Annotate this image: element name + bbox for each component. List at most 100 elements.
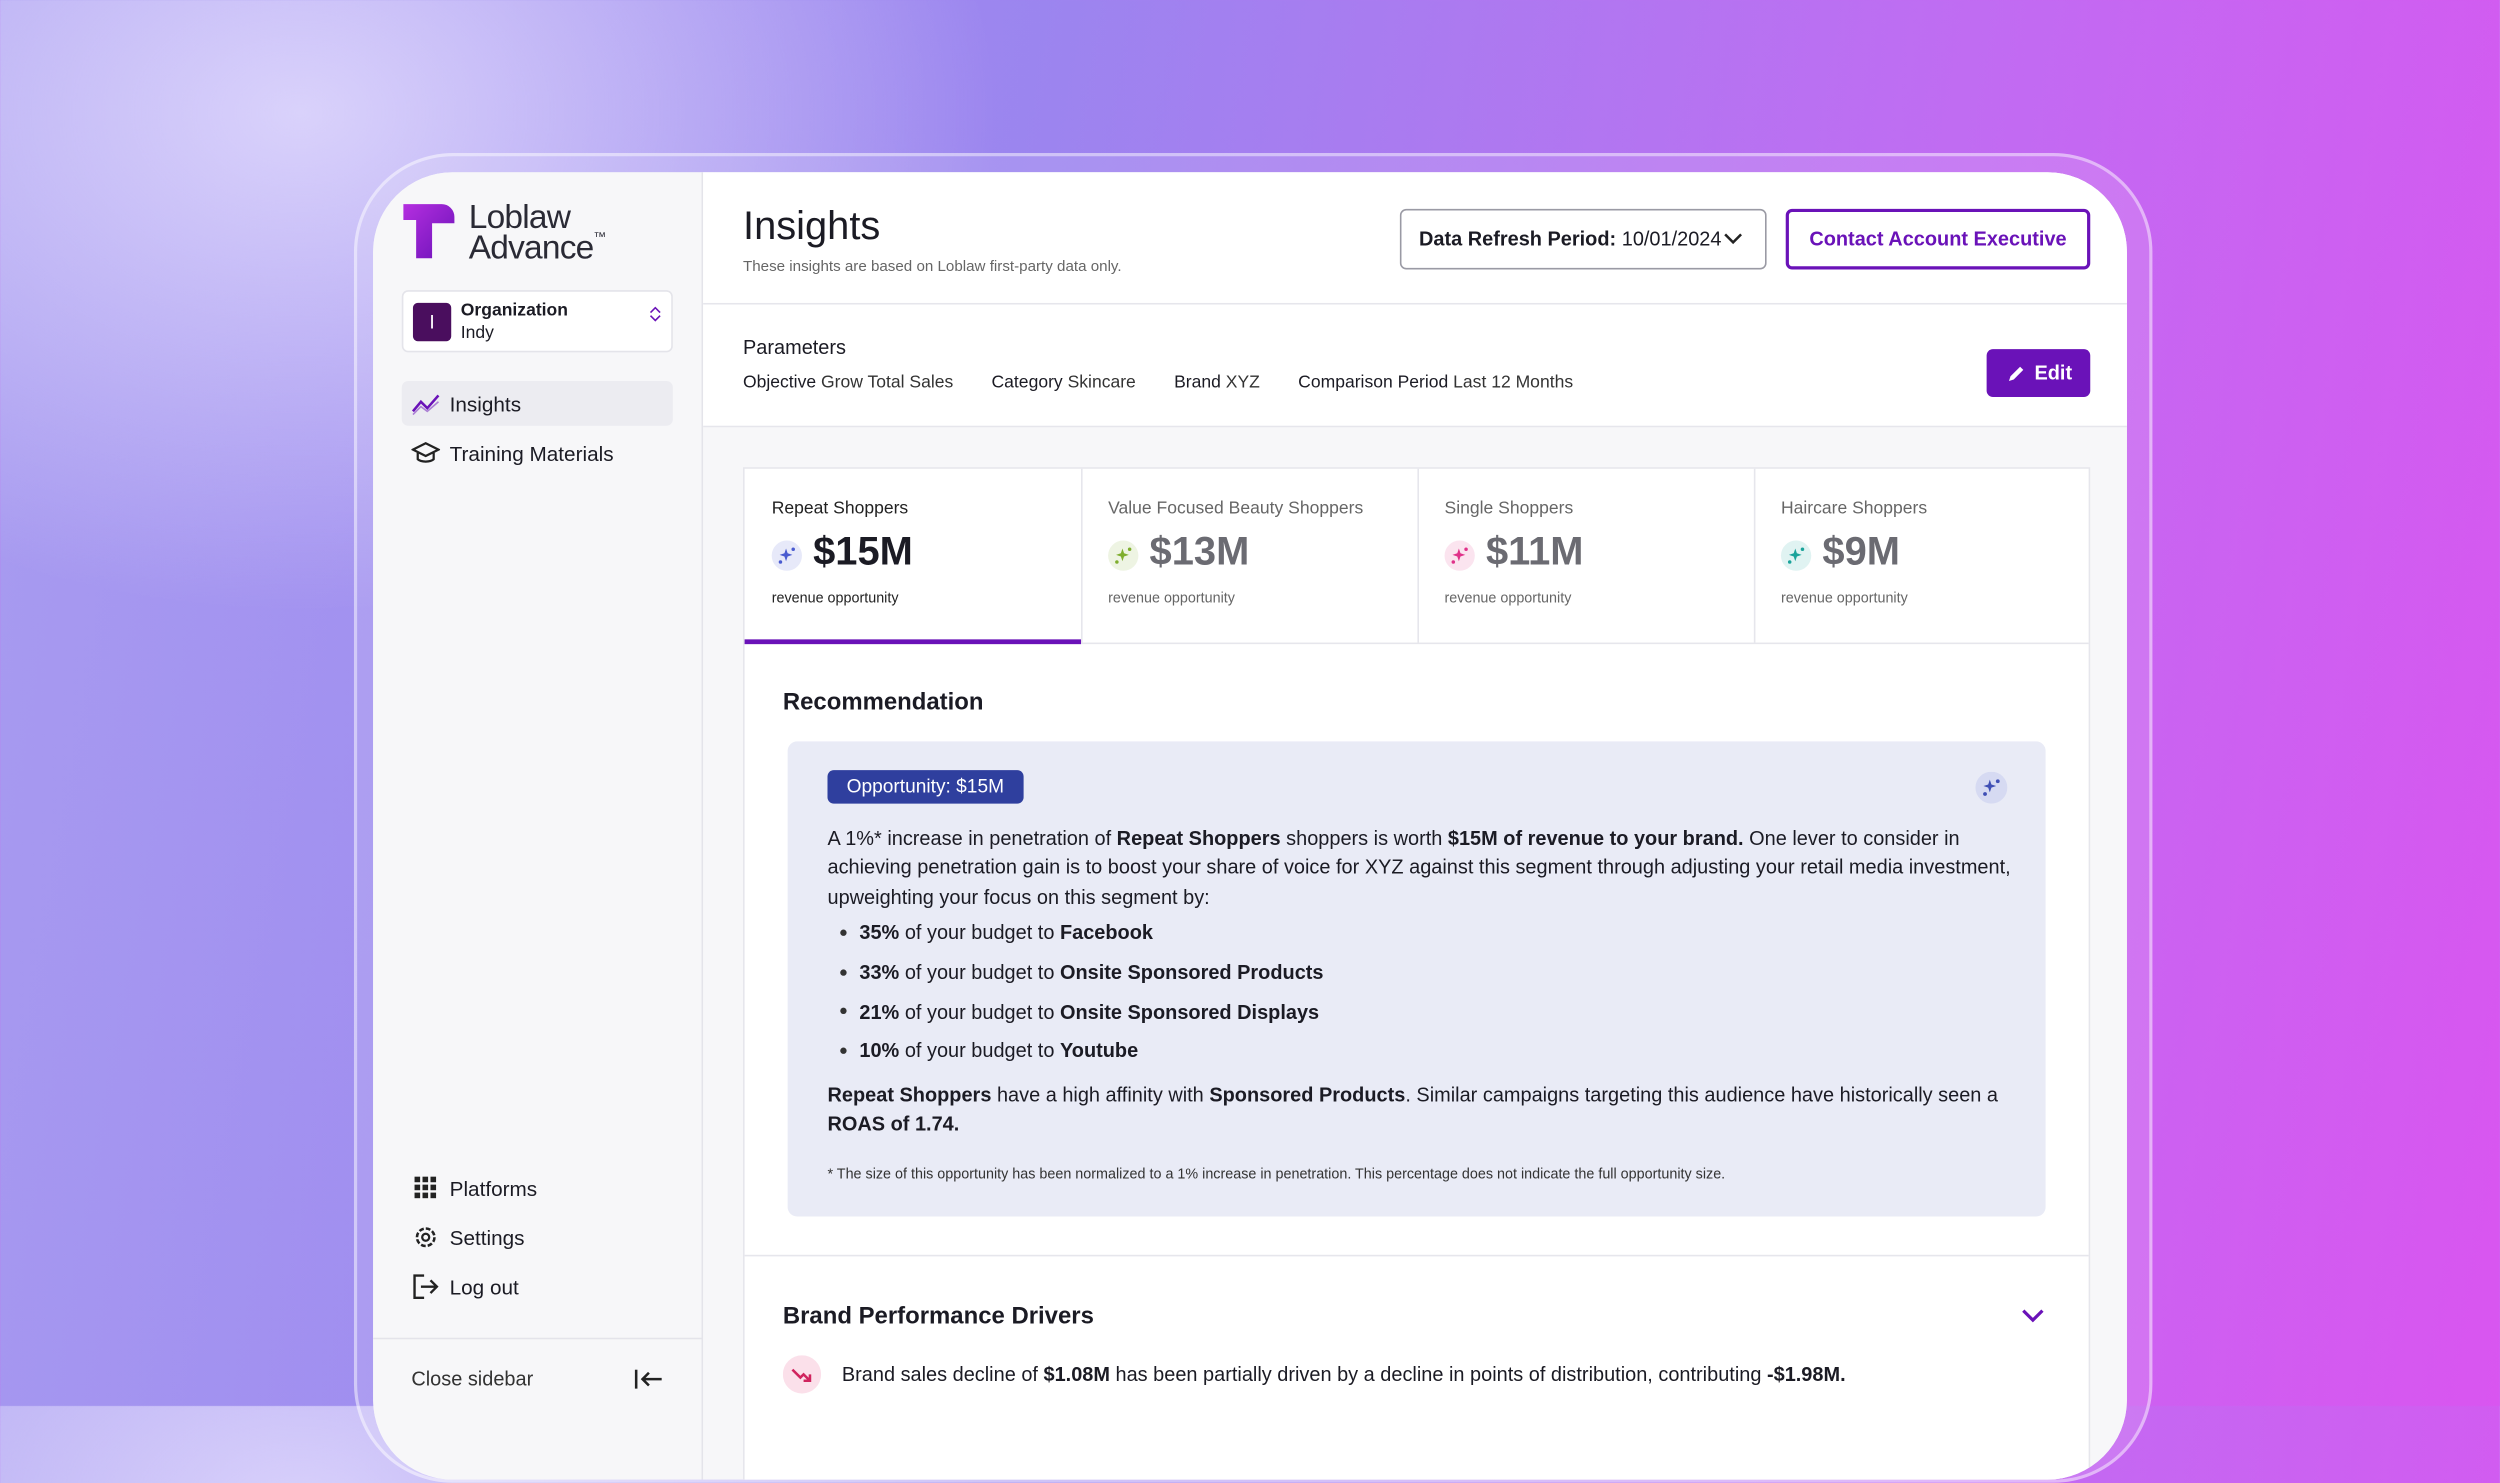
nav-icon [413,1274,439,1300]
text-segment: A 1%* increase in penetration of [827,827,1117,850]
segment-cards: Repeat Shoppers $15M revenue opportunity Va… [744,468,2089,645]
card-name: Single Shoppers [1444,499,1574,519]
nav-label: Insights [449,392,522,417]
text-segment: ROAS of 1.74. [827,1113,960,1136]
card-icon [1780,540,1812,571]
card-value: $15M [813,529,913,574]
segment-card[interactable]: Repeat Shoppers $15M revenue opportunity [744,468,1083,645]
stage: Loblaw Advance™ I Organization Indy Insi… [353,153,2153,1483]
recommendation-box: Opportunity: $15M A 1%* increase in pene… [787,741,2046,1217]
text-segment: has been partially driven by a decline i… [1109,1363,1767,1386]
logo-text: Advance™ [469,230,606,268]
segment-card[interactable]: Single Shoppers $11M revenue opportunity [1417,468,1756,643]
text-segment: of your budget to [899,1000,1060,1023]
text-segment: of your budget to [899,1040,1060,1063]
refresh-label: Data Refresh Period: [1419,227,1617,251]
edit-button[interactable]: Edit [1986,349,2091,398]
text-segment: 10% [859,1040,900,1063]
logo-text: Advance [468,229,595,267]
card-value: $9M [1822,529,1900,574]
nav-label: Platforms [449,1176,538,1201]
text-segment: Facebook [1059,921,1154,944]
parameter-value: Grow Total Sales [820,373,954,393]
org-name: Indy [460,323,494,343]
recommendation-text: A 1%* increase in penetration of Repeat … [827,824,2015,912]
collapse-icon[interactable] [634,1369,664,1389]
card-name: Value Focused Beauty Shoppers [1108,499,1364,519]
org-label: Organization [460,301,568,321]
segment-card[interactable]: Value Focused Beauty Shoppers $13M revenue… [1081,468,1420,643]
parameter-list: Objective Grow Total Sales Category Skinc… [743,373,1573,399]
parameter-label: Objective [742,373,817,393]
parameter-value: XYZ [1225,373,1260,393]
card-icon [1108,540,1139,571]
driver-text: Brand sales decline of $1.08M has been p… [842,1363,1846,1385]
nav-item[interactable]: Platforms [402,1166,673,1211]
org-avatar: I [412,302,452,342]
nav-item[interactable]: Insights [401,381,673,426]
switch-icon [649,306,661,322]
decline-icon [782,1355,822,1394]
org-switcher[interactable]: I Organization Indy [401,290,673,353]
budget-item: 33% of your budget to Onsite Sponsored P… [827,961,1324,984]
nav-item[interactable]: Settings [402,1215,673,1260]
text-segment: $1.08M [1043,1363,1110,1386]
divider [744,1254,2089,1257]
trademark: ™ [593,229,606,244]
parameter-label: Brand [1174,373,1221,393]
nav-label: Log out [449,1275,519,1300]
bullet [840,929,847,936]
nav-item[interactable]: Training Materials [402,430,673,475]
text-segment: Youtube [1059,1040,1139,1063]
text-segment: Onsite Sponsored Displays [1059,1000,1320,1023]
text-segment: 21% [859,1000,900,1023]
card-icon [1444,540,1475,571]
nav-label: Training Materials [449,441,614,466]
nav-icon [415,1227,436,1248]
text-segment: . Similar campaigns targeting this audie… [1405,1084,1999,1107]
divider [373,1337,702,1340]
text-segment: have a high affinity with [991,1084,1210,1107]
card-value: $13M [1149,529,1250,574]
bullet [840,968,847,975]
nav-item[interactable]: Log out [402,1264,673,1309]
text-segment: Brand sales decline of [841,1363,1044,1386]
parameter-label: Comparison Period [1298,373,1449,393]
parameter: Comparison Period Last 12 Months [1298,373,1573,399]
closing-text: Repeat Shoppers have a high affinity wit… [827,1081,2015,1139]
nav-icon [411,394,440,416]
divider [703,302,2127,305]
nav-icon [411,441,441,463]
budget-item: 21% of your budget to Onsite Sponsored D… [827,1001,1319,1023]
logo-icon [403,204,455,259]
sparkle [778,547,795,564]
nav-icon [414,1176,437,1199]
nav-label: Settings [449,1226,525,1251]
segment-card[interactable]: Haircare Shoppers $9M revenue opportunity [1754,469,2089,643]
card-caption: revenue opportunity [771,589,899,606]
expand-chevron[interactable] [2022,1309,2044,1323]
refresh-dropdown[interactable]: Data Refresh Period: 10/01/2024 [1399,208,1767,270]
card-name: Repeat Shoppers [771,499,909,519]
card-caption: revenue opportunity [1444,589,1572,606]
sidebar: Loblaw Advance™ I Organization Indy Insi… [373,172,704,1480]
active-indicator [744,639,1082,645]
text-segment: One lever to consider in achieving penet… [827,827,2011,909]
sparkle [1787,547,1805,564]
ai-icon [1975,771,2008,804]
drivers-heading: Brand Performance Drivers [782,1302,1094,1330]
parameter: Objective Grow Total Sales [743,373,953,399]
card-caption: revenue opportunity [1108,589,1235,606]
card-name: Haircare Shoppers [1780,499,1928,519]
page-subtitle: These insights are based on Loblaw first… [742,258,1122,276]
parameters-heading: Parameters [742,336,847,359]
text-segment: 35% [859,921,900,944]
text-segment: Onsite Sponsored Products [1059,961,1324,984]
text-segment: of your budget to [899,961,1060,984]
text-segment: $15M of revenue to your brand. [1447,827,1744,850]
card-value: $11M [1485,529,1584,574]
close-sidebar[interactable]: Close sidebar [411,1367,534,1391]
contact-button[interactable]: Contact Account Executive [1785,208,2091,270]
bullet [840,1008,847,1015]
